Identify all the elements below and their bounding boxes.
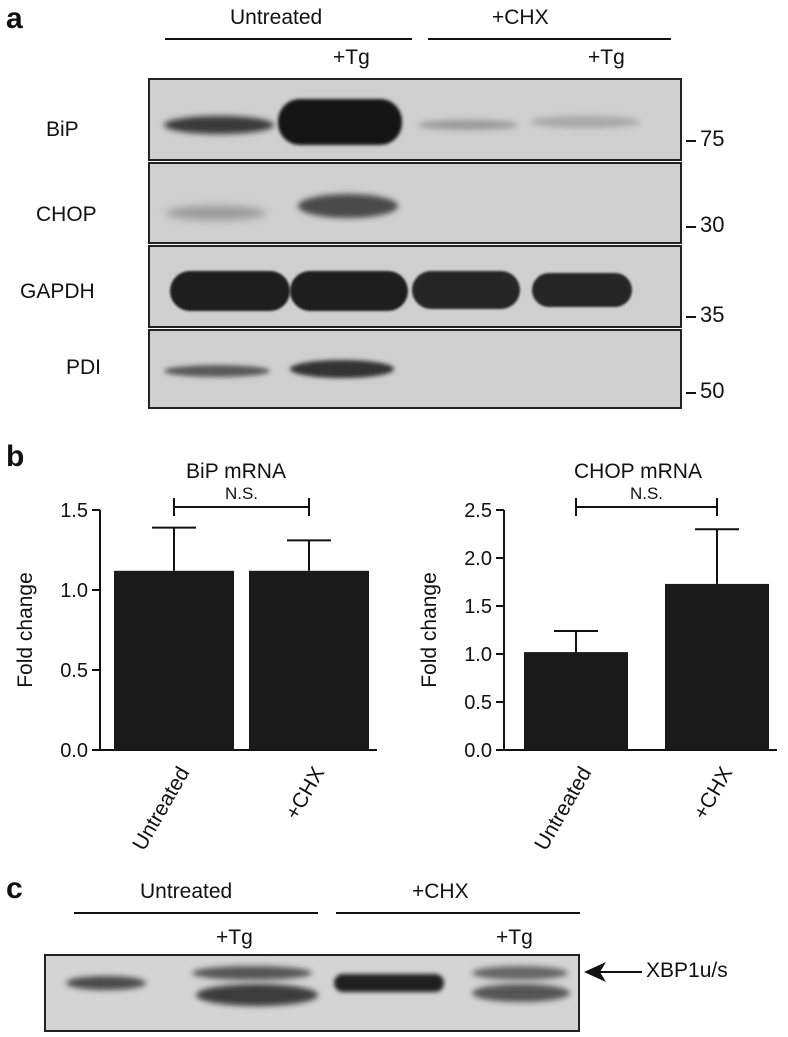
c-group-label-chx: +CHX [412,880,469,903]
c-group-line-chx [336,912,580,914]
row-label-gapdh: GAPDH [20,280,95,303]
significance-label: N.S. [225,484,258,503]
band [412,271,520,309]
band [192,966,312,980]
y-tick-label: 1.5 [60,500,88,522]
chart-1: BiP mRNA Fold change 0.0 0.5 1.0 1.5 Untreated… [14,460,377,854]
arrow-left-icon [584,962,642,982]
group-label-untreated: Untreated [230,6,323,29]
band [164,116,274,134]
chart-title: BiP mRNA [186,460,286,483]
bar [114,570,234,750]
mw-marker-pdi: 50 [700,378,725,403]
significance-label: N.S. [630,484,663,503]
blot-chop [148,162,682,244]
x-tick-label: +CHX [689,763,737,824]
band [66,976,146,990]
mw-tick [686,316,696,318]
mw-marker-chop: 30 [700,212,725,237]
bar [665,583,769,750]
y-tick-label: 1.0 [60,580,88,602]
panel-b-letter: b [6,440,25,473]
row-label-chop: CHOP [36,203,97,226]
tg-label-1: +Tg [333,46,370,69]
y-tick-label: 2.0 [464,548,492,570]
y-tick-label: 0.0 [464,740,492,762]
mw-marker-bip: 75 [700,126,725,151]
x-tick-label: Untreated [530,763,596,854]
blot-xbp1 [44,954,580,1032]
y-axis-label: Fold change [418,572,441,688]
mw-tick [686,140,696,142]
group-label-chx: +CHX [492,6,549,29]
y-tick-label: 2.5 [464,500,492,522]
band [290,271,408,311]
y-tick-label: 1.0 [464,644,492,666]
group-line-untreated [165,38,412,40]
y-tick-label: 0.5 [464,692,492,714]
band [472,984,570,1002]
band [418,120,518,130]
c-tg-label-2: +Tg [496,926,533,949]
y-tick-label: 1.5 [464,596,492,618]
bar [524,652,628,750]
band [472,966,568,980]
mw-marker-gapdh: 35 [700,302,725,327]
y-tick-label: 0.0 [60,740,88,762]
x-tick-label: +CHX [281,763,329,824]
band [166,206,266,220]
band [278,99,402,145]
band [170,271,290,311]
band [530,116,640,128]
panel-c-letter: c [6,872,23,905]
y-axis-label: Fold change [14,572,37,688]
chart-title: CHOP mRNA [574,460,702,483]
blot-gapdh [148,245,682,328]
x-tick-label: Untreated [128,763,194,854]
band [298,194,398,218]
row-label-pdi: PDI [66,356,102,379]
band [290,360,394,378]
c-group-label-untreated: Untreated [140,880,233,903]
blot-bip [148,78,682,161]
mw-tick [686,392,696,394]
blot-pdi [148,329,682,409]
band [334,974,444,992]
band [164,365,270,377]
chart-2: CHOP mRNA Fold change 0.0 0.5 1.0 1.5 2.0 2.5 Un… [418,460,777,854]
row-label-bip: BiP [46,118,79,141]
c-group-line-untreated [74,912,318,914]
c-tg-label-1: +Tg [216,926,253,949]
band [532,273,632,307]
mw-tick [686,226,696,228]
band [196,984,318,1006]
group-line-chx [428,38,671,40]
panel-b-charts: BiP mRNA Fold change 0.0 0.5 1.0 1.5 Untreated… [14,460,777,854]
panel-a-letter: a [6,2,23,35]
bar [249,570,369,750]
tg-label-2: +Tg [588,46,625,69]
xbp1-label: XBP1u/s [646,959,728,982]
y-tick-label: 0.5 [60,660,88,682]
